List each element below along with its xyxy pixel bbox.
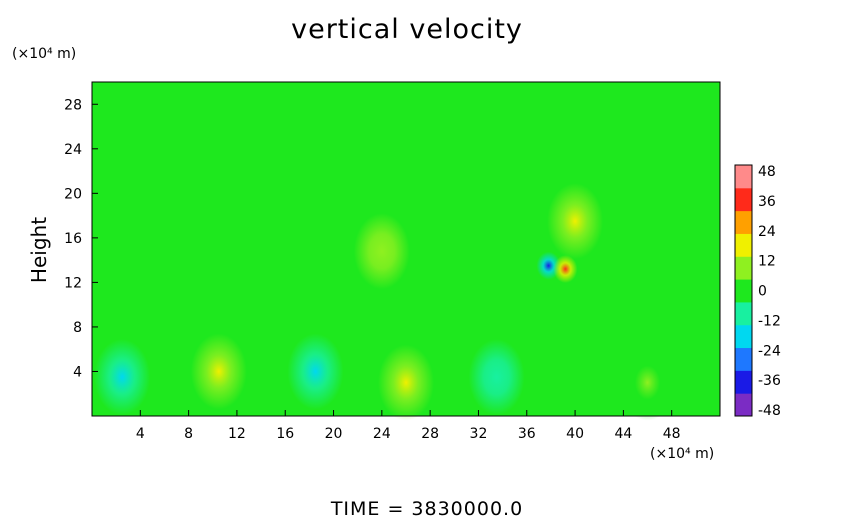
velocity-cell: [190, 333, 247, 410]
colorbar-swatch: [735, 165, 752, 189]
x-tick-label: 4: [136, 426, 145, 442]
y-axis-ticks: 4 8 12 16 20 24 28: [64, 97, 98, 380]
plot-frame: [91, 81, 721, 417]
colorbar-swatch: [735, 370, 752, 394]
x-tick-label: 44: [614, 426, 632, 442]
y-axis-unit: (×10⁴ m): [12, 46, 77, 62]
chart-title: vertical velocity: [291, 14, 523, 45]
x-tick-label: 12: [228, 426, 246, 442]
x-tick-label: 20: [325, 426, 343, 442]
colorbar-swatch: [735, 233, 752, 257]
x-tick-label: 32: [470, 426, 488, 442]
x-tick-label: 8: [184, 426, 193, 442]
x-tick-label: 16: [276, 426, 294, 442]
colorbar-tick-label: -48: [758, 403, 781, 419]
colorbar-swatch: [735, 210, 752, 234]
velocity-cell: [619, 344, 676, 421]
colorbar-tick-label: 48: [758, 164, 776, 180]
colorbar-swatch: [735, 256, 752, 280]
y-tick-label: 12: [64, 275, 82, 291]
x-axis-ticks: 4 8 12 16 20 24 28 32 36 40 44 48: [136, 410, 681, 442]
colorbar-tick-label: 12: [758, 254, 776, 270]
velocity-cell: [353, 213, 410, 290]
x-tick-label: 28: [421, 426, 439, 442]
velocity-cell: [287, 333, 344, 410]
y-tick-label: 4: [73, 364, 82, 380]
y-tick-label: 8: [73, 320, 82, 336]
x-tick-label: 48: [663, 426, 681, 442]
velocity-cell: [378, 344, 434, 421]
colorbar-swatch: [735, 187, 752, 212]
colorbar-tick-label: -36: [758, 373, 781, 389]
velocity-cell: [468, 339, 525, 416]
colorbar-tick-label: 36: [758, 194, 776, 210]
colorbar-swatch: [735, 347, 752, 371]
colorbar-tick-label: -12: [758, 313, 781, 329]
colorbar: 48 36 24 12 0 -12 -24 -36 -48: [734, 164, 781, 419]
y-tick-label: 16: [64, 231, 82, 247]
colorbar-swatch: [735, 324, 752, 349]
colorbar-tick-label: -24: [758, 343, 781, 359]
x-tick-label: 40: [566, 426, 584, 442]
x-axis-unit: (×10⁴ m): [650, 446, 715, 462]
velocity-cell: [94, 339, 151, 416]
colorbar-swatch: [735, 393, 752, 417]
time-footer: TIME = 3830000.0: [330, 498, 524, 520]
colorbar-swatch: [735, 279, 752, 303]
y-tick-label: 24: [64, 142, 82, 158]
colorbar-swatch: [735, 301, 752, 326]
x-tick-label: 24: [373, 426, 391, 442]
velocity-cell: [553, 255, 578, 284]
colorbar-tick-label: 0: [758, 284, 767, 300]
velocity-cell: [547, 183, 604, 260]
colorbar-frame: [734, 164, 753, 417]
heatmap-field: [92, 82, 720, 421]
y-tick-label: 20: [64, 186, 82, 202]
y-tick-label: 28: [64, 97, 82, 113]
colorbar-tick-label: 24: [758, 224, 776, 240]
x-tick-label: 36: [518, 426, 536, 442]
